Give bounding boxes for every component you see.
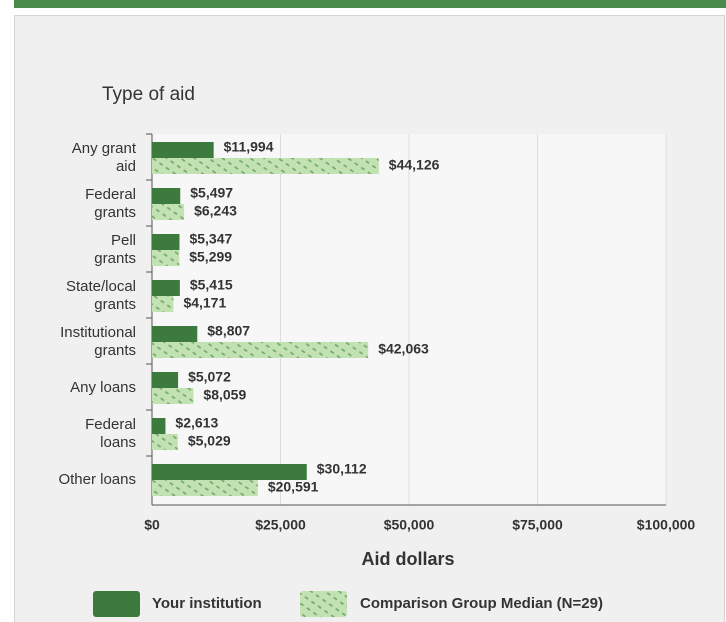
bar — [152, 280, 180, 296]
bar — [152, 250, 180, 266]
value-label: $5,029 — [188, 433, 231, 449]
bar — [152, 188, 181, 204]
y-tick-label: Any loans — [70, 379, 136, 396]
legend-label: Your institution — [152, 595, 262, 612]
y-tick-label: Institutional — [60, 324, 136, 341]
x-tick-label: $100,000 — [637, 517, 696, 533]
value-label: $42,063 — [378, 341, 429, 357]
x-tick-label: $0 — [144, 517, 160, 533]
bar — [152, 342, 369, 358]
legend-swatch — [300, 591, 347, 617]
value-label: $6,243 — [194, 203, 237, 219]
value-label: $8,807 — [207, 323, 250, 339]
value-label: $30,112 — [317, 461, 367, 477]
value-label: $5,415 — [190, 277, 233, 293]
y-tick-label: aid — [116, 158, 136, 175]
value-label: $5,347 — [189, 231, 232, 247]
y-tick-label: Other loans — [58, 471, 136, 488]
value-label: $4,171 — [183, 295, 226, 311]
x-tick-label: $75,000 — [512, 517, 563, 533]
x-axis-label: Aid dollars — [361, 549, 454, 569]
bar — [152, 296, 174, 312]
bar — [152, 234, 180, 250]
y-tick-label: grants — [94, 296, 136, 313]
value-label: $8,059 — [203, 387, 246, 403]
y-tick-label: grants — [94, 342, 136, 359]
bar — [152, 158, 379, 174]
y-tick-label: Federal — [85, 186, 136, 203]
value-label: $20,591 — [268, 479, 319, 495]
y-tick-label: grants — [94, 250, 136, 267]
y-tick-label: State/local — [66, 278, 136, 295]
bar — [152, 142, 214, 158]
value-label: $11,994 — [224, 139, 274, 155]
bar — [152, 388, 194, 404]
y-tick-label: grants — [94, 204, 136, 221]
bar — [152, 326, 198, 342]
value-label: $44,126 — [389, 157, 440, 173]
x-tick-label: $25,000 — [255, 517, 306, 533]
y-tick-label: Pell — [111, 232, 136, 249]
value-label: $2,613 — [175, 415, 218, 431]
legend-swatch — [93, 591, 140, 617]
y-tick-label: Any grant — [72, 140, 137, 157]
value-label: $5,497 — [190, 185, 233, 201]
bar — [152, 434, 178, 450]
top-bar — [14, 0, 726, 8]
legend-label: Comparison Group Median (N=29) — [360, 595, 603, 612]
chart-title: Type of aid — [102, 84, 195, 105]
y-tick-label: loans — [100, 434, 136, 451]
bar — [152, 204, 185, 220]
bar — [152, 372, 179, 388]
bar — [152, 464, 307, 480]
y-tick-label: Federal — [85, 416, 136, 433]
bar — [152, 418, 166, 434]
value-label: $5,299 — [189, 249, 232, 265]
value-label: $5,072 — [188, 369, 231, 385]
bar — [152, 480, 258, 496]
x-tick-label: $50,000 — [384, 517, 435, 533]
